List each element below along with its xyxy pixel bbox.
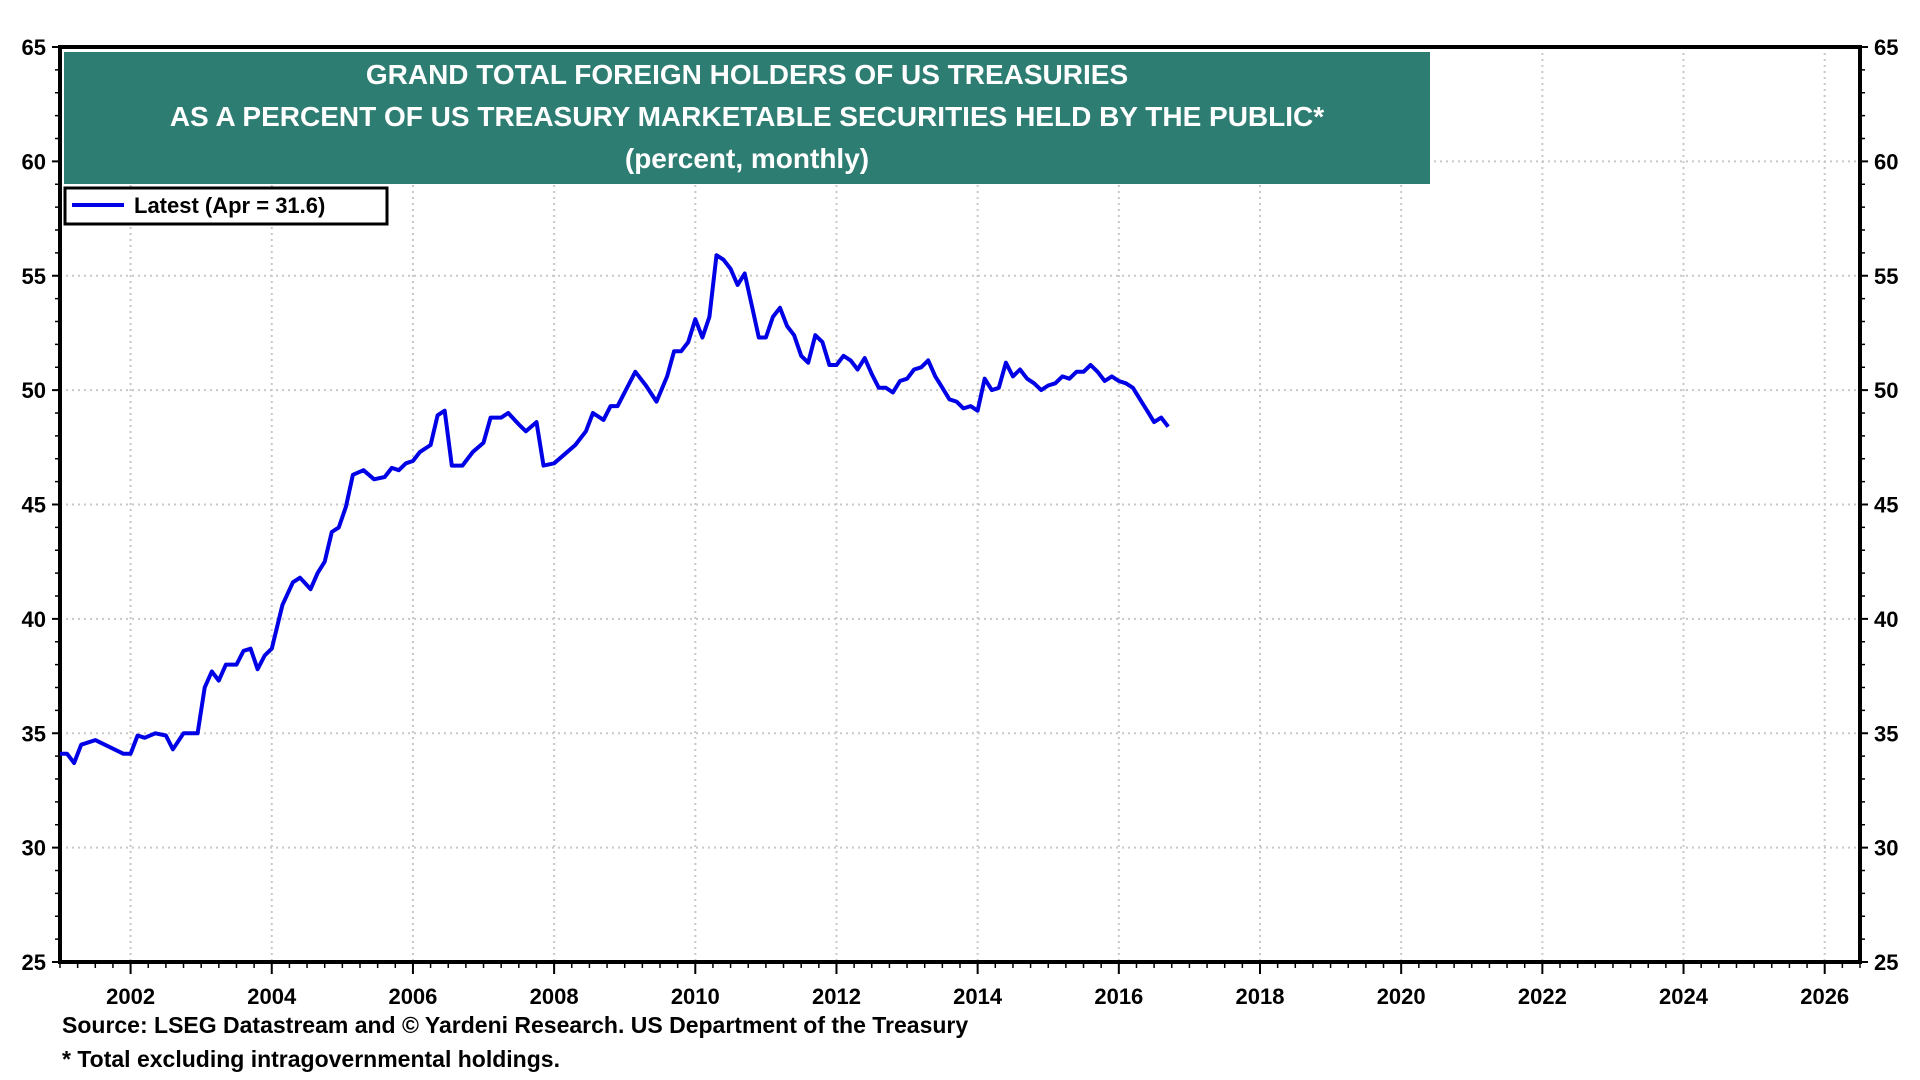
axes: 25 25 30 30 35 35 40 40 45 45 50 50 55 55 60 60 65 65 2002… (22, 35, 1899, 1009)
legend: Latest (Apr = 31.6) (63, 186, 389, 226)
chart-units: (percent, monthly) (625, 143, 869, 174)
x-tick-label: 2002 (106, 984, 155, 1009)
y-tick-label: 45 (22, 493, 46, 518)
y-tick-label: 25 (22, 950, 46, 975)
y-tick-label-right: 40 (1874, 607, 1898, 632)
legend-label: Latest (Apr = 31.6) (134, 193, 325, 218)
y-tick-label: 35 (22, 721, 46, 746)
y-tick-label-right: 30 (1874, 836, 1898, 861)
y-tick-label: 30 (22, 836, 46, 861)
plot-frame (58, 45, 1862, 964)
y-tick-label: 40 (22, 607, 46, 632)
x-tick-label: 2014 (953, 984, 1003, 1009)
y-tick-label-right: 55 (1874, 264, 1898, 289)
chart-subtitle: AS A PERCENT OF US TREASURY MARKETABLE S… (170, 101, 1324, 132)
series-line (60, 253, 1170, 765)
y-tick-label: 50 (22, 378, 46, 403)
y-tick-label-right: 60 (1874, 149, 1898, 174)
x-tick-label: 2012 (812, 984, 861, 1009)
x-tick-label: 2020 (1377, 984, 1426, 1009)
x-tick-label: 2004 (247, 984, 297, 1009)
source-note: Source: LSEG Datastream and © Yardeni Re… (62, 1012, 969, 1038)
x-tick-label: 2008 (530, 984, 579, 1009)
x-tick-label: 2024 (1659, 984, 1709, 1009)
x-tick-label: 2016 (1094, 984, 1143, 1009)
chart-title: GRAND TOTAL FOREIGN HOLDERS OF US TREASU… (366, 59, 1128, 90)
y-tick-label-right: 25 (1874, 950, 1898, 975)
x-tick-label: 2026 (1800, 984, 1849, 1009)
x-tick-label: 2022 (1518, 984, 1567, 1009)
y-tick-label-right: 65 (1874, 35, 1898, 60)
footnote: * Total excluding intragovernmental hold… (62, 1046, 560, 1072)
x-tick-label: 2018 (1236, 984, 1285, 1009)
y-tick-label: 60 (22, 149, 46, 174)
grid (60, 47, 1860, 962)
y-tick-label: 65 (22, 35, 46, 60)
y-tick-label-right: 45 (1874, 493, 1898, 518)
x-tick-label: 2006 (388, 984, 437, 1009)
y-tick-label-right: 50 (1874, 378, 1898, 403)
y-tick-label: 55 (22, 264, 46, 289)
y-tick-label-right: 35 (1874, 721, 1898, 746)
title-box: GRAND TOTAL FOREIGN HOLDERS OF US TREASU… (64, 52, 1430, 184)
x-tick-label: 2010 (671, 984, 720, 1009)
